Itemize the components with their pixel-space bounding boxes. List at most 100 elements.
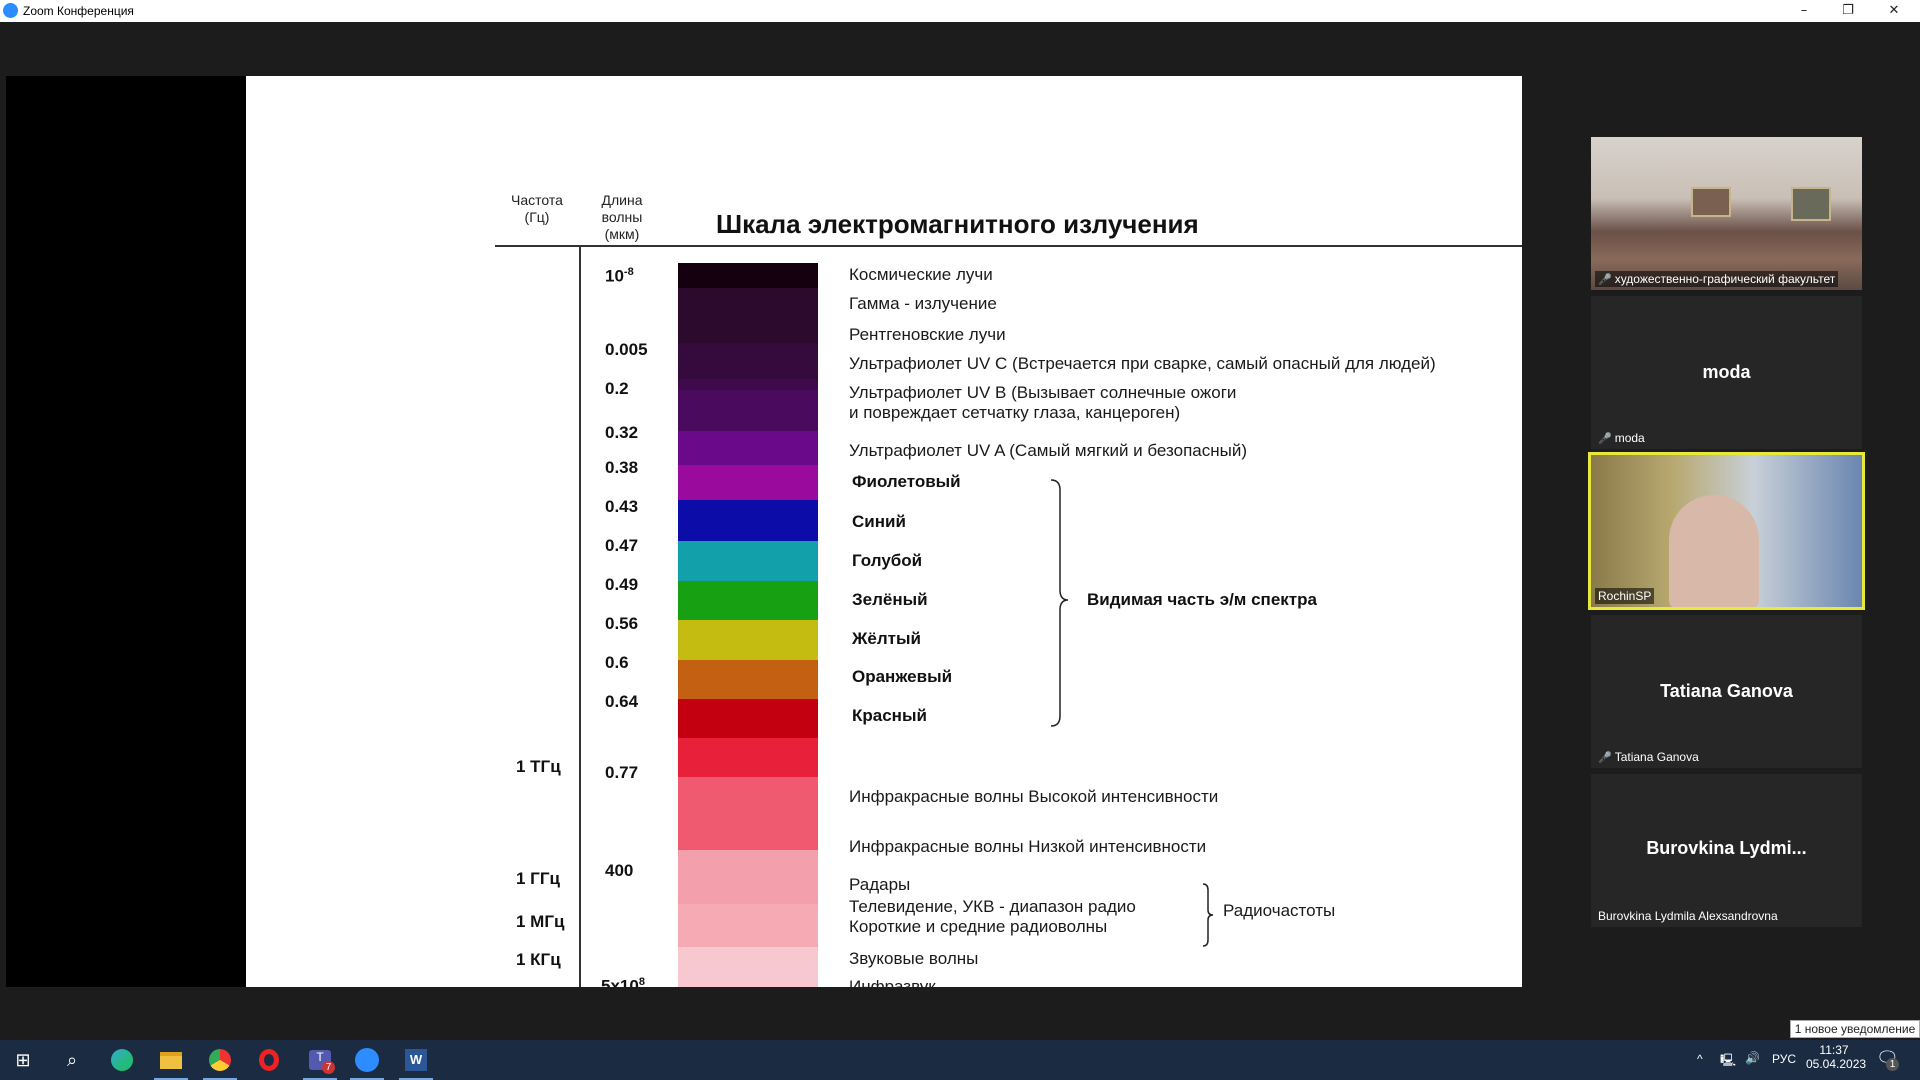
frequency-label: 1 ГГц [516,869,560,888]
wavelength-label: 0.6 [605,653,629,672]
chrome-icon[interactable] [203,1044,237,1080]
band-description: Ультрафиолет UV B (Вызывает солнечные ож… [849,383,1237,402]
participant-tile[interactable]: 🎤 художественно-графический факультет [1591,137,1862,290]
band-description: Звуковые волны [849,949,979,968]
close-button[interactable]: ✕ [1888,3,1900,18]
wavelength-label: 0.43 [605,497,639,516]
shared-screen-slide: Шкала электромагнитного излучения Частот… [246,76,1522,987]
spectrum-band [678,777,818,850]
participant-name: Burovkina Lydmila Alexsandrovna [1598,909,1778,923]
radio-brace-icon [1202,883,1214,947]
slide-title: Шкала электромагнитного излучения [716,209,1199,239]
window-title: Zoom Конференция [23,4,134,18]
file-explorer-icon[interactable] [154,1044,188,1080]
wavelength-label: 400 [605,861,634,880]
spectrum-band [678,581,818,620]
wavelength-label: 0.64 [605,692,639,711]
participant-tile[interactable]: Burovkina Lydmi... Burovkina Lydmila Ale… [1591,774,1862,927]
axis-divider [579,246,581,987]
participant-display-name: Burovkina Lydmi... [1646,838,1807,858]
visible-color-label: Зелёный [852,590,928,609]
word-icon[interactable]: W [399,1044,433,1080]
participant-display-name: Tatiana Ganova [1660,681,1793,701]
notification-tooltip: 1 новое уведомление [1790,1020,1920,1038]
spectrum-band [678,541,818,581]
zoom-logo-icon [3,3,18,18]
spectrum-band [678,379,818,390]
share-letterbox [6,76,246,987]
edge-icon[interactable] [105,1044,139,1076]
clock[interactable]: 11:37 05.04.2023 [1806,1043,1867,1071]
spectrum-band [678,947,818,987]
network-icon[interactable]: 🖳 [1720,1053,1737,1067]
band-description: и повреждает сетчатку глаза, канцероген) [849,403,1181,422]
participant-display-name: moda [1702,362,1751,382]
visible-color-label: Голубой [852,551,923,570]
minimize-button[interactable]: – [1800,3,1808,18]
volume-icon[interactable]: 🔊 [1745,1051,1760,1065]
radio-frequencies-label: Радиочастоты [1223,901,1336,920]
wavelength-label: 5x108 [601,976,645,987]
visible-color-label: Фиолетовый [852,472,961,491]
spectrum-band [678,343,818,379]
opera-icon[interactable] [252,1044,286,1076]
spectrum-band [678,390,818,431]
muted-mic-icon: 🎤 [1598,433,1612,445]
header-wavelength: Длина волны (мкм) [601,192,643,242]
visible-spectrum-label: Видимая часть э/м спектра [1087,590,1317,609]
wavelength-label: 0.38 [605,458,639,477]
band-description: Телевидение, УКВ - диапазон радио [849,897,1136,916]
visible-color-label: Синий [852,512,906,531]
video-frame [1691,187,1731,217]
start-button-icon[interactable]: ⊞ [15,1049,31,1070]
muted-mic-icon: 🎤 [1598,752,1612,764]
header-frequency: Частота (Гц) [511,192,563,225]
language-indicator[interactable]: РУС [1772,1052,1797,1066]
frequency-label: 1 МГц [516,912,565,931]
spectrum-band [678,904,818,947]
action-center-icon[interactable]: 🗨 1 [1876,1048,1899,1071]
video-frame [1791,187,1831,221]
band-description: Рентгеновские лучи [849,325,1006,344]
wavelength-label: 0.32 [605,423,639,442]
participant-name: 🎤 moda [1598,431,1645,445]
wavelength-label: 0.77 [605,763,639,782]
search-icon[interactable]: ⌕ [66,1049,78,1070]
wavelength-label: 0.005 [605,340,648,359]
frequency-label: 1 ТГц [516,757,561,776]
show-hidden-icons-icon[interactable]: ^ [1697,1052,1703,1066]
video-person [1669,495,1759,607]
visible-brace-icon [1050,479,1069,727]
spectrum-band [678,850,818,904]
wavelength-label: 0.49 [605,575,639,594]
wavelength-label: 0.2 [605,379,629,398]
spectrum-band [678,500,818,541]
title-bar: Zoom Конференция – ❐ ✕ [0,0,1920,22]
header-divider [495,245,1522,247]
participant-tile[interactable]: Tatiana Ganova 🎤 Tatiana Ganova [1591,615,1862,768]
band-description: Космические лучи [849,265,993,284]
spectrum-band [678,738,818,777]
spectrum-band [678,699,818,738]
participant-tile[interactable]: moda 🎤 moda [1591,296,1862,449]
band-description: Ультрафиолет UV A (Самый мягкий и безопа… [849,441,1247,460]
teams-badge: 7 [322,1061,335,1074]
participant-name: 🎤 Tatiana Ganova [1598,750,1699,764]
participant-tile-active-speaker[interactable]: RochinSP [1588,452,1865,610]
spectrum-band [678,431,818,465]
band-description: Инфракрасные волны Низкой интенсивности [849,837,1207,856]
muted-mic-icon: 🎤 [1598,274,1612,286]
band-description: Инфракрасные волны Высокой интенсивности [849,787,1219,806]
wavelength-label: 10-8 [605,266,634,286]
zoom-icon[interactable] [350,1044,384,1080]
band-description: Короткие и средние радиоволны [849,917,1108,936]
band-description: Инфразвук [849,977,936,987]
restore-button[interactable]: ❐ [1842,3,1854,18]
spectrum-band [678,263,818,288]
spectrum-band [678,620,818,660]
participant-name: RochinSP [1595,588,1655,604]
participant-name: 🎤 художественно-графический факультет [1595,271,1839,287]
spectrum-band [678,465,818,500]
